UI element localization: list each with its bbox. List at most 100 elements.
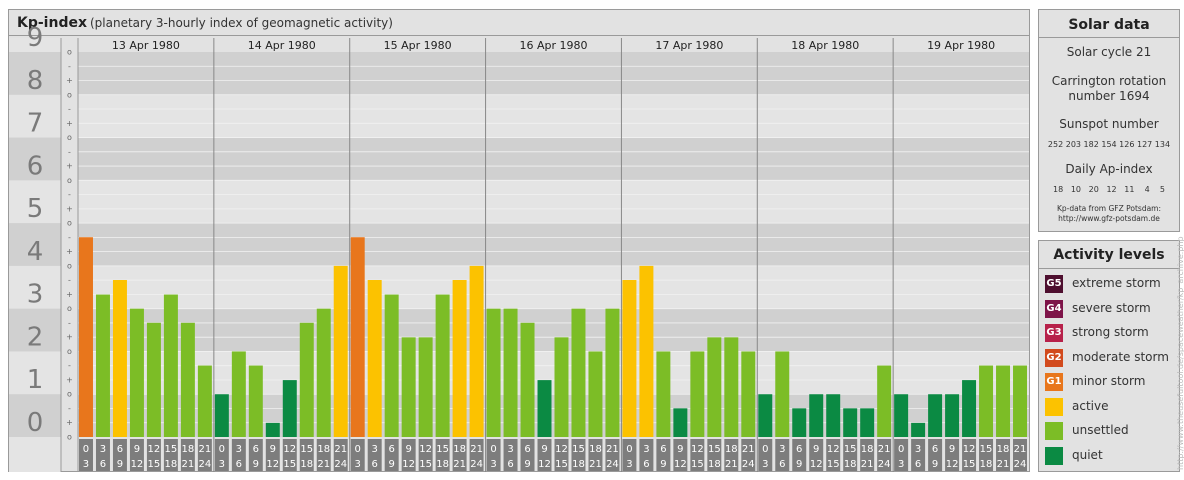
level-color-swatch — [1045, 397, 1063, 416]
hour-end-label: 12 — [810, 459, 823, 470]
hour-start-label: 6 — [660, 444, 666, 455]
kp-bar — [316, 308, 331, 437]
hour-start-label: 0 — [626, 444, 632, 455]
hour-start-label: 18 — [453, 444, 466, 455]
hour-start-label: 9 — [541, 444, 547, 455]
kp-bar — [962, 380, 977, 437]
page-title: Kp-index — [17, 15, 87, 31]
ap-values: 18 10 20 12 11 4 5 — [1053, 185, 1165, 194]
hour-end-label: 15 — [963, 459, 976, 470]
hour-box — [435, 439, 450, 471]
hour-end-label: 15 — [148, 459, 161, 470]
hour-end-label: 9 — [660, 459, 666, 470]
level-label: severe storm — [1072, 300, 1151, 315]
level-label: quiet — [1072, 447, 1103, 462]
kp-bar — [367, 280, 382, 437]
y-tick-label: 3 — [27, 280, 44, 310]
minor-tick-label: + — [66, 76, 73, 85]
kp-band — [78, 137, 1029, 181]
hour-end-label: 3 — [898, 459, 904, 470]
hour-end-label: 12 — [946, 459, 959, 470]
hour-box — [758, 439, 773, 471]
kp-bar — [911, 422, 926, 437]
solar-title-bar — [1039, 10, 1179, 38]
kp-bar — [469, 265, 484, 437]
kp-bar — [282, 380, 297, 437]
level-color-swatch: G3 — [1045, 324, 1063, 342]
carrington-line2: number 1694 — [1068, 89, 1150, 103]
hour-end-label: 18 — [708, 459, 721, 470]
hour-start-label: 3 — [100, 444, 106, 455]
kp-bar — [588, 351, 603, 437]
hour-end-label: 18 — [436, 459, 449, 470]
hour-end-label: 18 — [844, 459, 857, 470]
hour-box — [520, 439, 535, 471]
kp-band — [78, 223, 1029, 266]
hour-start-label: 15 — [436, 444, 449, 455]
minor-tick-label: + — [66, 333, 73, 342]
kp-bar — [214, 394, 229, 437]
hour-start-label: 6 — [524, 444, 530, 455]
kp-bar — [146, 322, 161, 437]
kp-band — [78, 180, 1029, 224]
kp-bar — [554, 337, 569, 437]
hour-box — [724, 439, 739, 471]
hour-start-label: 18 — [861, 444, 874, 455]
hour-end-label: 15 — [691, 459, 704, 470]
hour-start-label: 21 — [606, 444, 619, 455]
hour-start-label: 6 — [117, 444, 123, 455]
kp-bar — [129, 308, 144, 437]
y-axis-band — [9, 223, 61, 266]
hour-start-label: 18 — [182, 444, 195, 455]
kp-bar — [1013, 365, 1027, 437]
hour-end-label: 21 — [997, 459, 1010, 470]
hour-box — [197, 439, 212, 471]
hour-start-label: 15 — [572, 444, 585, 455]
level-color-swatch: G4 — [1045, 299, 1063, 318]
y-axis-band — [9, 137, 61, 181]
day-label: 15 Apr 1980 — [384, 39, 452, 52]
hour-end-label: 6 — [372, 459, 378, 470]
hour-box — [129, 439, 144, 471]
kp-bar — [639, 265, 654, 437]
kp-band — [78, 308, 1029, 352]
hour-box — [928, 439, 943, 471]
minor-tick-label: o — [67, 261, 72, 270]
kp-bar — [180, 322, 195, 437]
kp-bar — [265, 422, 280, 437]
minor-tick-label: - — [68, 62, 71, 71]
hour-box — [622, 439, 637, 471]
hour-start-label: 3 — [643, 444, 649, 455]
hour-end-label: 9 — [524, 459, 530, 470]
hour-end-label: 24 — [334, 459, 347, 470]
minor-tick-label: - — [68, 147, 71, 156]
hour-end-label: 9 — [117, 459, 123, 470]
y-tick-label: 9 — [27, 23, 44, 53]
hour-box — [248, 439, 263, 471]
minor-tick-label: + — [66, 418, 73, 427]
hour-end-label: 24 — [742, 459, 755, 470]
kp-bar — [894, 394, 909, 437]
minor-tick-label: + — [66, 204, 73, 213]
hour-box — [537, 439, 552, 471]
minor-tick-label: o — [67, 304, 72, 313]
y-axis-band — [9, 394, 61, 437]
hour-box — [605, 439, 620, 471]
hour-start-label: 3 — [915, 444, 921, 455]
hour-start-label: 12 — [283, 444, 296, 455]
level-label: strong storm — [1072, 325, 1149, 339]
level-label: moderate storm — [1072, 349, 1169, 364]
chart-header: Kp-index (planetary 3-hourly index of ge… — [9, 10, 1029, 36]
y-axis-band — [9, 308, 61, 352]
kp-bar — [350, 237, 365, 437]
hour-box — [486, 439, 501, 471]
hour-end-label: 6 — [236, 459, 242, 470]
minor-tick-label: o — [67, 90, 72, 99]
hour-box — [741, 439, 756, 471]
hour-start-label: 21 — [198, 444, 211, 455]
hour-end-label: 9 — [253, 459, 259, 470]
kp-bar — [690, 351, 705, 437]
minor-tick-label: o — [67, 347, 72, 356]
hour-start-label: 3 — [507, 444, 513, 455]
